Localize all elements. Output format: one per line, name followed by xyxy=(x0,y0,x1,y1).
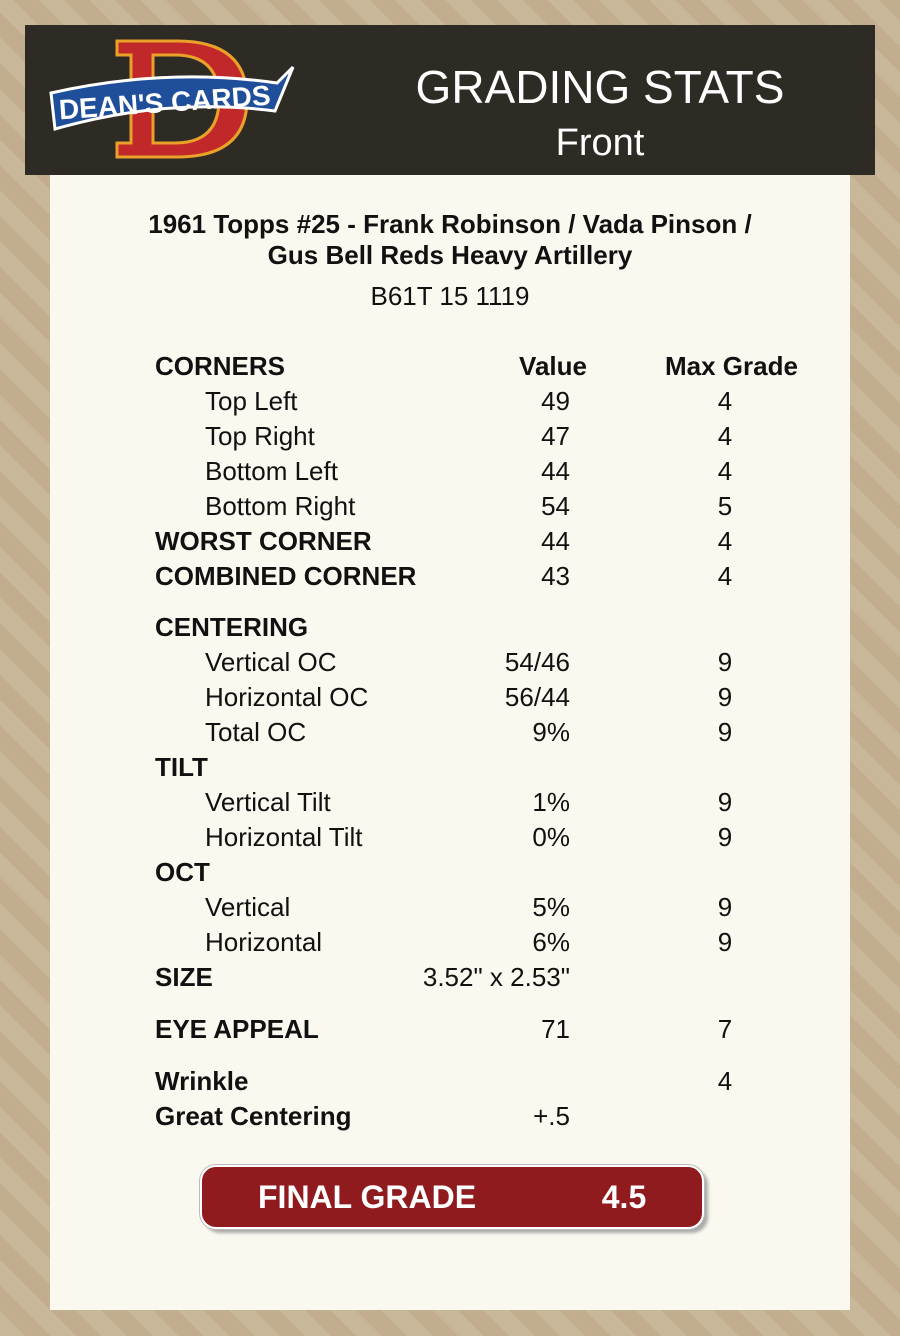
card: 1961 Topps #25 - Frank Robinson / Vada P… xyxy=(50,175,850,1310)
row-value: 54 xyxy=(541,491,570,521)
section-title: CENTERING xyxy=(155,612,309,642)
row-label: Vertical Tilt xyxy=(205,787,331,817)
card-code: B61T 15 1119 xyxy=(370,281,530,311)
section-value: +.5 xyxy=(533,1101,570,1131)
title: GRADING STATS xyxy=(415,61,785,113)
section-value: 43 xyxy=(541,561,570,591)
card-title: 1961 Topps #25 - Frank Robinson / Vada P… xyxy=(148,209,752,239)
row-label: Horizontal xyxy=(205,927,323,957)
section-value: 44 xyxy=(541,526,570,556)
final-label: FINAL GRADE xyxy=(258,1179,477,1215)
section-title: CORNERS xyxy=(155,351,286,381)
row-max: 9 xyxy=(717,892,733,922)
row-max: 9 xyxy=(717,927,733,957)
row-label: Vertical xyxy=(205,892,291,922)
row-max: 9 xyxy=(717,682,733,712)
row-value: 5% xyxy=(532,892,570,922)
section-title: WORST CORNER xyxy=(155,526,372,556)
section-title: SIZE xyxy=(155,962,213,992)
row-max: 5 xyxy=(717,491,733,521)
row-value: 56/44 xyxy=(504,682,570,712)
section-title: OCT xyxy=(155,857,210,887)
column-header: Max Grade xyxy=(665,351,798,381)
row-value: 54/46 xyxy=(504,647,570,677)
row-value: 6% xyxy=(532,927,570,957)
section-max: 4 xyxy=(717,1066,733,1096)
row-label: Bottom Right xyxy=(205,491,356,521)
row-label: Bottom Left xyxy=(205,456,338,486)
section-title: TILT xyxy=(155,752,208,782)
row-value: 44 xyxy=(541,456,570,486)
section-max: 4 xyxy=(717,526,733,556)
column-header: Value xyxy=(519,351,587,381)
logo-banner xyxy=(49,65,295,131)
section-value: 3.52" x 2.53" xyxy=(422,962,570,992)
section-title: EYE APPEAL xyxy=(155,1014,319,1044)
row-value: 49 xyxy=(541,386,570,416)
section-value: 71 xyxy=(541,1014,570,1044)
final-grade: FINAL GRADE 4.5 xyxy=(200,1165,704,1229)
section-title: COMBINED CORNER xyxy=(155,561,417,591)
section-title: Wrinkle xyxy=(155,1066,249,1096)
row-label: Horizontal Tilt xyxy=(205,822,363,852)
row-value: 9% xyxy=(532,717,570,747)
row-max: 4 xyxy=(717,456,733,486)
row-label: Top Right xyxy=(205,421,315,451)
final-value: 4.5 xyxy=(601,1179,647,1215)
row-max: 4 xyxy=(717,421,733,451)
row-value: 0% xyxy=(532,822,570,852)
row-label: Total OC xyxy=(205,717,307,747)
row-value: 1% xyxy=(532,787,570,817)
row-label: Top Left xyxy=(205,386,298,416)
row-max: 4 xyxy=(717,386,733,416)
logo: DEAN'S CARDS xyxy=(49,39,295,159)
section-max: 4 xyxy=(717,561,733,591)
row-value: 47 xyxy=(541,421,570,451)
section-max: 7 xyxy=(717,1014,733,1044)
header: DEAN'S CARDS GRADING STATS Front xyxy=(25,25,875,175)
row-max: 9 xyxy=(717,822,733,852)
row-max: 9 xyxy=(717,717,733,747)
row-max: 9 xyxy=(717,787,733,817)
row-label: Vertical OC xyxy=(205,647,337,677)
row-max: 9 xyxy=(717,647,733,677)
subtitle: Front xyxy=(555,122,645,164)
card-title: Gus Bell Reds Heavy Artillery xyxy=(267,240,633,270)
logo-letter xyxy=(115,39,249,159)
row-label: Horizontal OC xyxy=(205,682,369,712)
section-title: Great Centering xyxy=(155,1101,352,1131)
